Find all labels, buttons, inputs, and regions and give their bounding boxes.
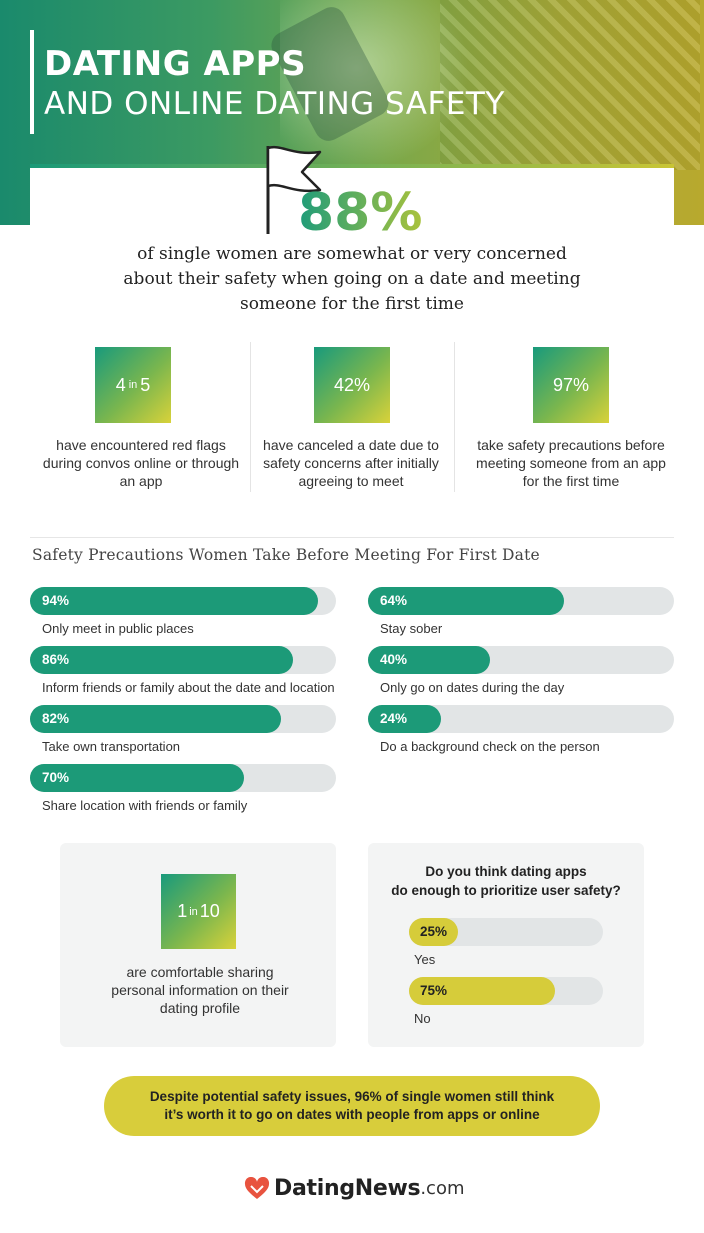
precaution-bar-fill: [368, 646, 490, 674]
section-divider: [30, 537, 674, 538]
precaution-bar-fill: [30, 705, 281, 733]
poll-value-label: 75%: [420, 983, 448, 998]
precaution-value-label: 40%: [380, 652, 408, 667]
brand-name: DatingNews: [274, 1176, 421, 1201]
precaution-value-label: 94%: [42, 593, 70, 608]
poll-option-label: Yes: [414, 952, 436, 967]
flag-icon: [266, 145, 322, 234]
conclusion-banner: Despite potential safety issues, 96% of …: [104, 1076, 600, 1136]
brand-domain: .com: [420, 1178, 465, 1199]
comfort-in: in: [189, 905, 198, 918]
stat-number: 97%: [552, 374, 590, 395]
precaution-bar-fill: [30, 764, 244, 792]
headline-description: of single women are somewhat or very con…: [123, 244, 581, 314]
banner-highlight: [280, 0, 470, 170]
precaution-bar: 86%: [30, 646, 336, 674]
stat-box-canceled: 42%: [314, 347, 390, 423]
poll-bar: 25%: [409, 918, 603, 946]
stat-number-denominator: 5: [140, 374, 151, 395]
precaution-value-label: 70%: [42, 770, 70, 785]
precaution-bar-fill: [30, 646, 293, 674]
comfort-number: 1: [177, 901, 188, 921]
poll-value-label: 25%: [420, 924, 448, 939]
poll-question-line: Do you think dating apps: [425, 864, 587, 879]
precaution-value-label: 64%: [380, 593, 408, 608]
heart-icon: [244, 1176, 270, 1199]
precaution-bar-fill: [30, 587, 318, 615]
poll-question-line: do enough to prioritize user safety?: [391, 883, 621, 898]
precaution-bar: 24%: [368, 705, 674, 733]
precaution-label: Take own transportation: [42, 739, 181, 754]
precaution-label: Only go on dates during the day: [380, 680, 565, 695]
poll-bar-fill: [409, 918, 458, 946]
stat-in: in: [128, 379, 138, 391]
precaution-bar: 70%: [30, 764, 336, 792]
stat-text-canceled: have canceled a date due to safety conce…: [263, 437, 439, 489]
precaution-value-label: 82%: [42, 711, 70, 726]
summary-card: [30, 168, 674, 498]
page-title: DATING APPS: [44, 44, 307, 84]
card-top-stripe: [30, 164, 674, 169]
precaution-value-label: 86%: [42, 652, 70, 667]
comfort-stat-box: 1 in 10: [161, 874, 236, 949]
precaution-bar: 40%: [368, 646, 674, 674]
poll-bar-fill: [409, 977, 555, 1005]
poll-question: Do you think dating apps do enough to pr…: [370, 862, 642, 900]
precaution-label: Do a background check on the person: [380, 739, 600, 754]
page-subtitle: AND ONLINE DATING SAFETY: [44, 86, 505, 122]
stat-box-red-flags: 4 in 5: [95, 347, 171, 423]
brand-logo[interactable]: DatingNews .com: [244, 1176, 465, 1201]
poll-option-label: No: [414, 1011, 431, 1026]
comfort-number-denominator: 10: [199, 901, 220, 921]
stat-number: 42%: [333, 374, 371, 395]
stat-box-precautions: 97%: [533, 347, 609, 423]
conclusion-line: it’s worth it to go on dates with people…: [164, 1107, 540, 1122]
precaution-label: Stay sober: [380, 621, 443, 636]
stat-text-precautions: take safety precautions before meeting s…: [476, 437, 666, 489]
comfort-text: are comfortable sharing personal informa…: [111, 964, 289, 1016]
precaution-label: Share location with friends or family: [42, 798, 248, 813]
precaution-bar: 64%: [368, 587, 674, 615]
headline-stat: 88%: [298, 183, 423, 243]
section-title: Safety Precautions Women Take Before Mee…: [32, 546, 540, 564]
precaution-bar: 94%: [30, 587, 336, 615]
banner-texture: [440, 0, 700, 170]
divider: [454, 342, 455, 492]
precaution-bar: 82%: [30, 705, 336, 733]
precaution-bar-fill: [368, 587, 564, 615]
conclusion-line: Despite potential safety issues, 96% of …: [149, 1089, 555, 1104]
precaution-label: Inform friends or family about the date …: [42, 680, 335, 695]
stat-text-red-flags: have encountered red flags during convos…: [42, 437, 240, 489]
precaution-label: Only meet in public places: [42, 621, 194, 636]
divider: [250, 342, 251, 492]
title-accent-bar: [30, 30, 34, 134]
precaution-value-label: 24%: [380, 711, 408, 726]
poll-bar: 75%: [409, 977, 603, 1005]
stat-number: 4: [115, 374, 126, 395]
precaution-bar-fill: [368, 705, 441, 733]
